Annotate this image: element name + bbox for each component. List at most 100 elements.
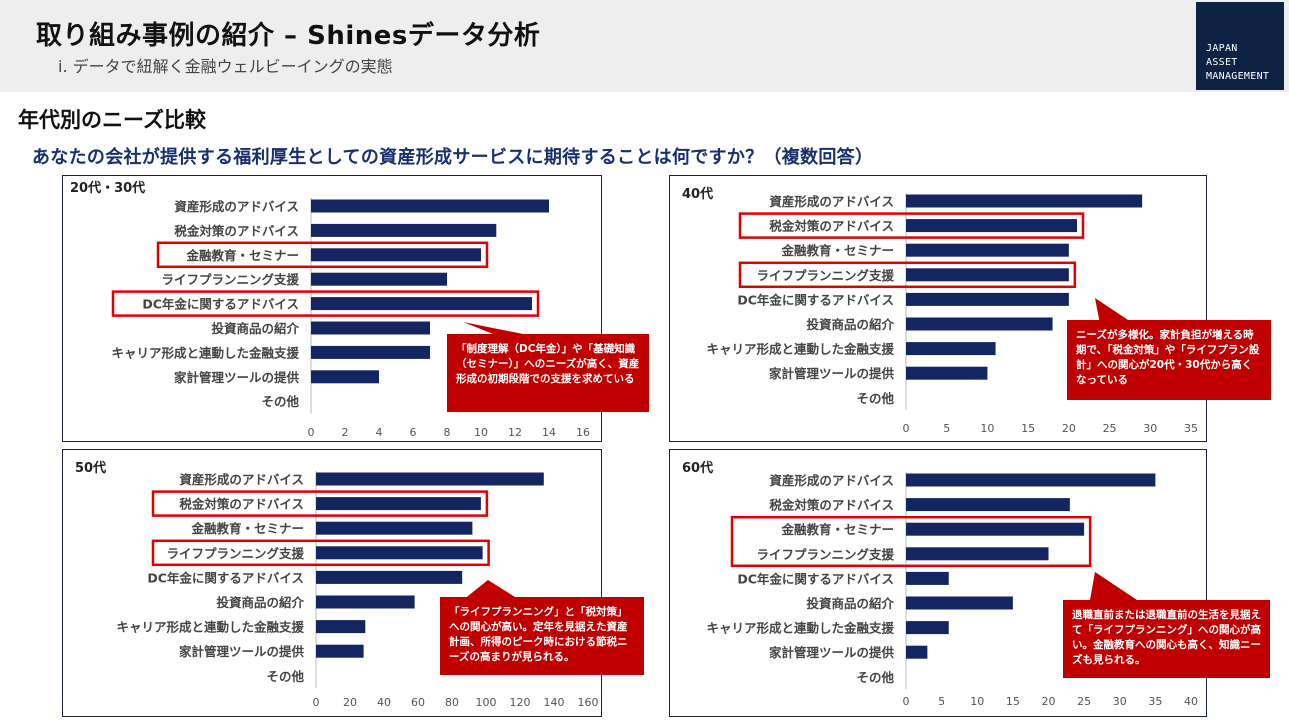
bar-chart-60s: 60代資産形成のアドバイス税金対策のアドバイス金融教育・セミナーライフプランニン…: [682, 460, 1198, 708]
tick-label: 16: [576, 426, 590, 439]
tick-label: 25: [1103, 422, 1117, 435]
bar: [316, 472, 544, 486]
bar: [906, 317, 1053, 331]
category-label: 投資商品の紹介: [211, 321, 299, 336]
category-label: 家計管理ツールの提供: [769, 366, 895, 381]
tick-label: 20: [343, 696, 357, 709]
highlight-box: [151, 490, 489, 517]
category-label: 家計管理ツールの提供: [174, 370, 300, 385]
category-label: 金融教育・セミナー: [780, 522, 894, 537]
callout-50s: 「ライフプランニング」と「税対策」への関心が高い。定年を見据えた資産計画、所得の…: [440, 597, 644, 675]
bar: [906, 219, 1077, 233]
tick-label: 15: [1021, 422, 1035, 435]
bar: [311, 345, 430, 359]
highlight-box: [151, 539, 490, 567]
bar: [906, 342, 996, 356]
category-label: キャリア形成と連動した金融支援: [706, 342, 894, 357]
page-subtitle: ⅰ. データで紐解く金融ウェルビーイングの実態: [58, 57, 393, 76]
bar: [906, 292, 1069, 306]
tick-label: 12: [508, 426, 522, 439]
tick-label: 35: [1148, 695, 1162, 708]
category-label: 金融教育・セミナー: [190, 521, 304, 536]
bar-chart-50s: 50代資産形成のアドバイス税金対策のアドバイス金融教育・セミナーライフプランニン…: [75, 460, 599, 709]
logo-line: ASSET: [1206, 57, 1238, 68]
tick-label: 10: [980, 422, 994, 435]
category-label: 家計管理ツールの提供: [769, 645, 895, 660]
category-label: DC年金に関するアドバイス: [737, 571, 894, 586]
tick-label: 8: [444, 426, 451, 439]
category-label: 資産形成のアドバイス: [769, 473, 894, 488]
tick-label: 35: [1184, 422, 1198, 435]
category-label: ライフプランニング支援: [166, 546, 304, 561]
category-label: 資産形成のアドバイス: [179, 472, 304, 487]
tick-label: 80: [445, 696, 459, 709]
bar: [906, 522, 1085, 536]
bar: [906, 366, 988, 380]
tick-label: 10: [474, 426, 488, 439]
tick-label: 6: [410, 426, 417, 439]
bar: [906, 596, 1013, 610]
callout-pointer: [1090, 572, 1140, 602]
category-label: DC年金に関するアドバイス: [142, 297, 299, 312]
tick-label: 0: [308, 426, 315, 439]
category-label: 金融教育・セミナー: [185, 248, 299, 263]
bar: [906, 498, 1070, 512]
category-label: ライフプランニング支援: [756, 268, 894, 283]
category-label: キャリア形成と連動した金融支援: [111, 345, 299, 360]
tick-label: 5: [943, 422, 950, 435]
category-label: 投資商品の紹介: [806, 596, 894, 611]
bar: [311, 223, 497, 237]
category-label: 税金対策のアドバイス: [179, 497, 304, 512]
category-label: ライフプランニング支援: [161, 272, 299, 287]
tick-label: 5: [938, 695, 945, 708]
page-title: 取り組み事例の紹介 – Shinesデータ分析: [36, 21, 541, 51]
bar: [311, 199, 549, 213]
bar: [316, 570, 463, 584]
chart-title: 60代: [682, 460, 713, 476]
chart-panel-20s-30s: 20代・30代 資産形成のアドバイス 税金対策のアドバイス 金融教育・セミナー ライフプ…: [62, 175, 602, 442]
bar: [316, 497, 481, 511]
tick-label: 20: [1042, 695, 1056, 708]
bar: [311, 272, 447, 286]
highlight-box: [111, 290, 540, 317]
category-label: 金融教育・セミナー: [780, 243, 894, 258]
bar: [311, 248, 481, 262]
callout-60s: 退職直前または退職直前の生活を見据えて「ライフプランニング」への関心が高い。金融…: [1063, 600, 1270, 678]
bar: [906, 243, 1069, 257]
bar: [311, 321, 430, 335]
highlight-box: [738, 212, 1085, 239]
bar: [316, 644, 364, 658]
category-label: キャリア形成と連動した金融支援: [706, 621, 894, 636]
bar: [311, 370, 379, 384]
bar: [906, 645, 928, 659]
tick-label: 120: [510, 696, 531, 709]
tick-label: 30: [1113, 695, 1127, 708]
bar: [906, 547, 1049, 561]
chart-panel-40s: 40代 資産形成のアドバイス 税金対策のアドバイス 金融教育・セミナー ライフプランニン…: [669, 175, 1207, 442]
bar: [906, 268, 1069, 282]
tick-label: 140: [544, 696, 565, 709]
tick-label: 0: [903, 695, 910, 708]
category-label: 税金対策のアドバイス: [769, 498, 894, 513]
category-label: その他: [856, 670, 894, 685]
bar: [316, 620, 366, 634]
bar: [906, 621, 949, 635]
chart-panel-50s: 50代資産形成のアドバイス 税金対策のアドバイス金融教育・セミナーライフプランニン…: [62, 449, 602, 717]
logo-line: MANAGEMENT: [1206, 71, 1270, 82]
tick-label: 2: [342, 426, 349, 439]
chart-title: 50代: [75, 460, 106, 476]
bar: [906, 473, 1156, 487]
category-label: その他: [856, 391, 894, 406]
tick-label: 40: [1184, 695, 1198, 708]
tick-label: 100: [476, 696, 497, 709]
survey-question: あなたの会社が提供する福利厚生としての資産形成サービスに期待することは何ですか？…: [32, 147, 874, 168]
callout-40s: ニーズが多様化。家計負担が増える時期で、「税金対策」や「ライフプラン設計」への関…: [1067, 320, 1271, 400]
tick-label: 30: [1143, 422, 1157, 435]
category-label: 税金対策のアドバイス: [769, 219, 894, 234]
category-label: ライフプランニング支援: [756, 547, 894, 562]
highlight-box: [156, 241, 489, 269]
callout-pointer: [463, 580, 523, 602]
category-label: その他: [266, 669, 304, 684]
highlight-box: [730, 515, 1092, 568]
header-bar: 取り組み事例の紹介 – Shinesデータ分析 ⅰ. データで紐解く金融ウェルビ…: [0, 0, 1289, 92]
